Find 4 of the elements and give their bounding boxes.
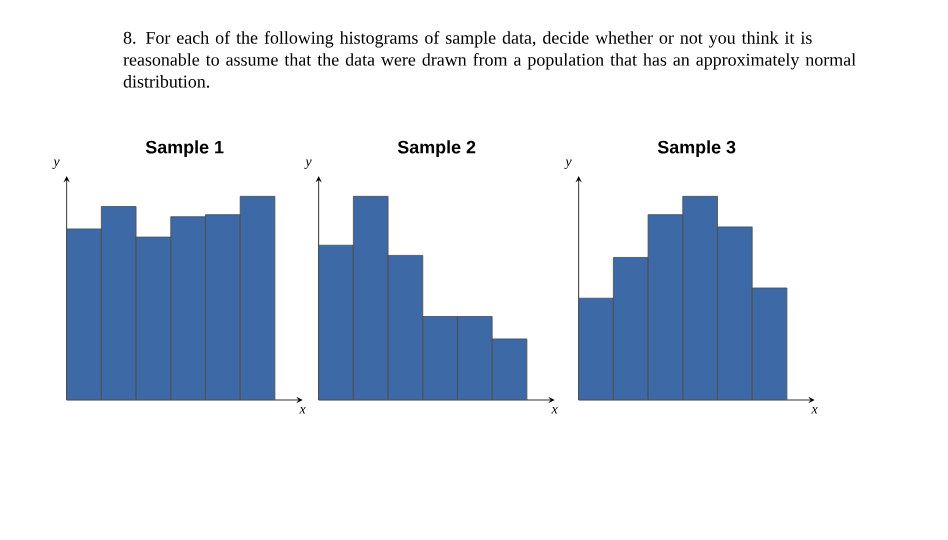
- text: 8. For each of the following histograms of sample data, decide whether or not you think it is reasonable to assume that the data were drawn from a population that has an approximately normal distribution.: [123, 31, 856, 88]
- chart-title: Sample 2: [397, 140, 476, 157]
- chart-title: Sample 3: [657, 140, 736, 157]
- chart-title: Sample 1: [145, 140, 224, 157]
